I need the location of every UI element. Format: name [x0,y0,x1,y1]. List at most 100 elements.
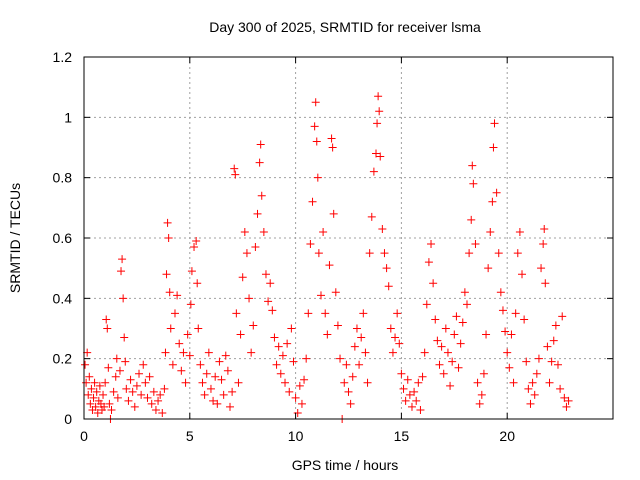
data-point [198,378,207,387]
axis-ticks: 0 0.2 0.4 0.6 0.8 1 1.2 0 5 10 15 20 [53,49,613,444]
data-point [281,378,290,387]
data-point [328,143,337,152]
data-point [130,402,139,411]
data-point [107,405,116,414]
data-point [103,324,112,333]
data-point [391,333,400,342]
data-point [416,405,425,414]
data-point [111,372,120,381]
data-point [388,348,397,357]
data-point [308,197,317,206]
data-point [238,273,247,282]
data-point [83,348,92,357]
data-point [247,348,256,357]
data-point [304,309,313,318]
data-point [90,378,99,387]
data-point [231,170,240,179]
data-point [435,360,444,369]
data-point [490,119,499,128]
data-point [300,375,309,384]
data-point [549,336,558,345]
data-point [161,348,170,357]
data-point [264,297,273,306]
data-point [359,309,368,318]
data-point [293,408,302,417]
data-point [245,294,254,303]
data-point [302,354,311,363]
data-point [135,369,144,378]
data-point [285,387,294,396]
data-point [477,390,486,399]
data-point [132,381,141,390]
data-point [543,342,552,351]
data-point [350,342,359,351]
data-point [488,197,497,206]
data-point [185,351,194,360]
data-point [236,330,245,339]
data-point [200,390,209,399]
data-point [323,330,332,339]
data-point [403,375,412,384]
y-tick-label: 0 [64,411,72,427]
data-point [158,408,167,417]
data-point [344,387,353,396]
data-point [422,300,431,309]
data-point [100,402,109,411]
data-point [310,122,319,131]
data-point [230,164,239,173]
data-point [173,291,182,300]
data-point [498,306,507,315]
data-point [93,408,102,417]
y-tick-label: 1 [64,109,72,125]
y-tick-label: 1.2 [53,49,73,65]
data-point [321,309,330,318]
data-point [376,152,385,161]
data-point [545,378,554,387]
data-point [143,393,152,402]
data-point [168,360,177,369]
data-point [193,279,202,288]
data-point [484,264,493,273]
data-point [164,234,173,242]
data-point [429,279,438,288]
data-point [524,384,533,393]
data-point [240,227,249,236]
data-point [547,357,556,366]
data-point [518,270,527,279]
data-point [564,396,573,405]
data-point [162,270,171,279]
data-point [291,393,300,402]
data-point [175,339,184,348]
data-point [553,360,562,369]
data-point [395,339,404,348]
data-point [126,375,135,384]
data-point [202,369,211,378]
data-point [336,354,345,363]
data-point [501,327,510,336]
data-point [82,378,91,387]
x-tick-label: 5 [186,428,194,444]
data-point [405,390,414,399]
data-point [458,318,467,327]
data-point [226,402,235,411]
data-point [115,366,124,375]
data-point [331,288,340,297]
data-point [268,306,277,315]
data-point [424,258,433,267]
data-point [452,312,461,321]
data-point [496,288,505,297]
data-point [456,339,465,348]
data-point [327,134,336,143]
data-point [509,378,518,387]
data-point [186,300,195,309]
x-tick-label: 15 [394,428,410,444]
data-point [256,140,265,149]
data-point [541,279,550,288]
data-point [530,390,539,399]
data-point [163,218,172,227]
data-point [539,240,548,249]
data-point [259,227,268,236]
data-point [526,399,535,408]
data-point [270,333,279,342]
data-point [124,396,133,405]
